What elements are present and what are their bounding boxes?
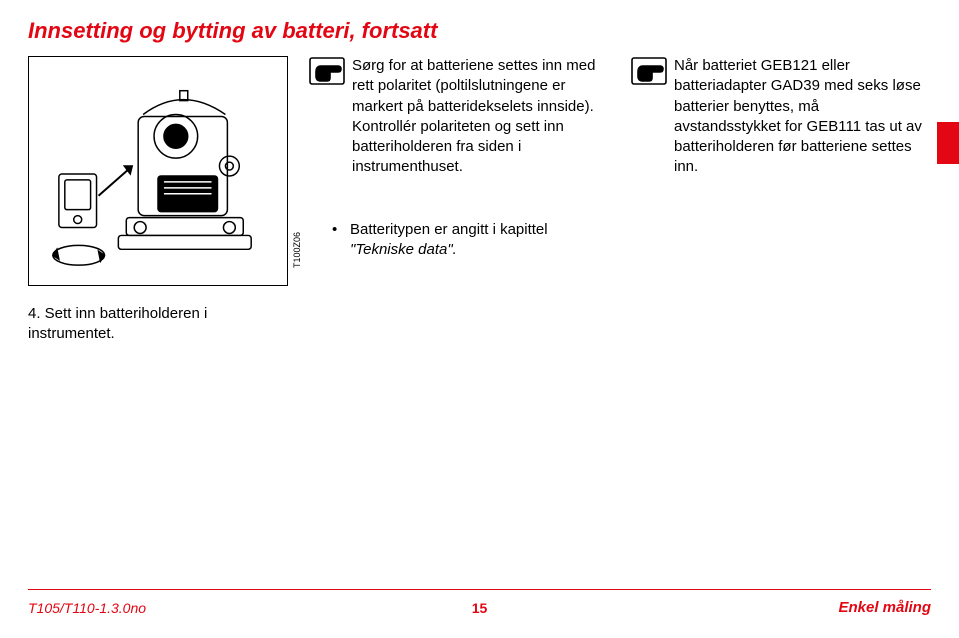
column-2: Når batteriet GEB121 eller batteriadapte… [630,56,926,178]
bullet-dot: • [332,220,350,261]
instrument-illustration [28,56,288,286]
bullet-note: • Batteritypen er angitt i kapittel "Tek… [332,220,604,261]
col2-text: Når batteriet GEB121 eller batteriadapte… [674,56,926,178]
col1-text: Sørg for at batteriene settes inn med re… [352,56,604,178]
footer-page-number: 15 [0,600,959,616]
page-tab-marker [937,122,959,164]
footer-section-title: Enkel måling [838,599,931,616]
column-1: Sørg for at batteriene settes inn med re… [308,56,604,178]
footer-divider [28,589,931,590]
figure-code: T100Z06 [292,232,302,268]
pointing-hand-icon [630,56,668,86]
page-title: Innsetting og bytting av batteri, fortsa… [28,18,437,44]
step-4-text: 4. Sett inn batteriholderen i instrument… [28,304,288,345]
pointing-hand-icon [308,56,346,86]
bullet-text: Batteritypen er angitt i kapittel "Tekni… [350,220,604,261]
